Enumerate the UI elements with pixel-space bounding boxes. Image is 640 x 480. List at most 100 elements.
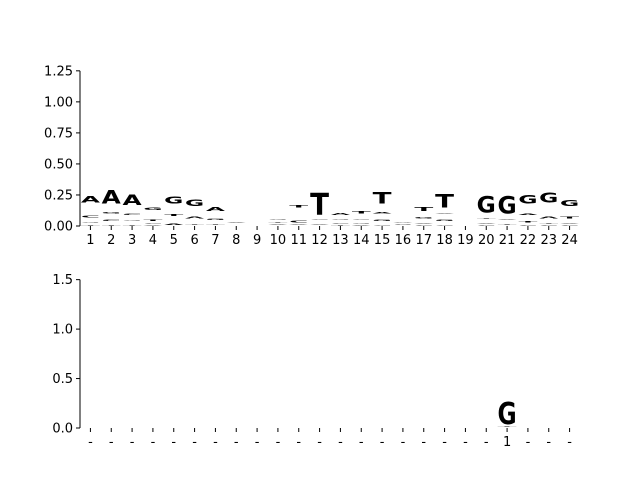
y-tick-label: 0.00 [44,220,73,235]
x-tick-label: 19 [457,233,474,248]
letter-g: G [497,191,516,219]
letter-g: G [143,207,162,211]
x-tick-label: 6 [190,233,198,248]
letter-t: T [143,219,163,221]
x-tick-label: - [171,435,176,450]
letter-g: G [331,219,350,220]
letter-a: A [81,195,101,205]
letter-g: G [123,220,142,221]
letter-c: C [373,225,392,226]
letter-g: G [477,193,496,219]
letter-g: G [206,218,225,220]
x-tick-label: - [296,435,301,450]
x-tick-label: - [359,435,364,450]
letter-t: T [310,187,329,222]
letter-t: T [518,221,538,223]
x-tick-label: - [234,435,239,450]
letter-t: T [164,214,184,217]
letter-g: G [414,217,433,219]
letter-a: A [206,206,225,212]
y-tick-label: 1.25 [44,64,73,79]
letter-c: C [123,213,142,215]
x-tick-label: - [484,435,489,450]
letter-c: C [518,225,537,226]
letter-g: G [81,221,100,222]
x-tick-label: 9 [253,233,261,248]
letter-c: C [414,226,433,227]
letter-a: A [102,188,121,209]
letter-a: A [331,213,351,216]
letter-g: G [268,219,287,220]
letter-t: T [539,223,559,224]
x-tick-label: 24 [561,233,578,248]
letter-a: A [477,223,497,224]
letter-c: C [560,226,579,227]
letter-c: C [289,220,308,223]
x-tick-label: - [421,435,426,450]
x-tick-label: - [546,435,551,450]
letter-a: A [393,222,413,223]
letter-g: G [435,220,454,222]
letter-t: T [352,211,372,215]
letter-c: C [81,215,100,218]
letter-t: T [185,224,205,225]
letter-t: T [435,190,455,212]
x-tick-label: - [255,435,260,450]
letter-a: A [143,226,163,227]
letter-t: T [498,224,518,225]
x-tick-label: 21 [499,233,516,248]
x-tick-label: 22 [520,233,537,248]
letter-c: C [477,226,496,227]
letter-a: A [185,217,205,220]
x-tick-label: - [401,435,406,450]
letter-t: T [81,225,101,226]
letter-a: A [435,213,455,214]
letter-a: A [227,222,247,223]
letter-g: G [352,223,371,224]
x-tick-label: - [213,435,218,450]
x-tick-label: 11 [290,233,307,248]
x-tick-label: 17 [415,233,432,248]
x-tick-label: 8 [232,233,240,248]
x-tick-label: - [567,435,572,450]
x-tick-label: - [151,435,156,450]
x-tick-label: 23 [540,233,557,248]
letter-g: G [373,220,392,222]
y-tick-label: 0.75 [44,126,73,141]
letter-a: A [352,226,372,227]
x-tick-label: 1 [86,233,94,248]
x-tick-label: - [317,435,322,450]
letter-t: T [498,426,518,427]
y-tick-label: 0.5 [52,372,73,387]
letter-c: C [435,225,454,226]
letter-t: T [102,225,122,226]
x-tick-label: 4 [149,233,157,248]
letter-a: A [268,224,288,225]
letter-t: T [268,222,288,223]
letter-c: C [143,223,162,224]
x-tick-label: - [463,435,468,450]
x-tick-label: - [192,435,197,450]
x-tick-label: - [526,435,531,450]
x-tick-label: 15 [374,233,391,248]
letter-g: G [518,194,537,207]
letter-a: A [289,224,309,225]
x-tick-label: - [338,435,343,450]
letter-c: C [102,220,121,222]
letter-t: T [123,225,143,226]
x-tick-label: 16 [395,233,412,248]
letter-a: A [539,216,559,219]
letter-t: T [373,190,393,208]
letter-t: T [331,226,351,227]
letter-t: T [560,217,580,220]
x-tick-label: - [276,435,281,450]
x-tick-label: - [442,435,447,450]
y-tick-label: 0.0 [52,422,73,437]
letter-a: A [122,191,142,208]
letter-c: C [331,223,350,224]
letter-a: A [518,213,538,215]
letter-g: G [393,224,412,225]
x-tick-label: 7 [211,233,219,248]
